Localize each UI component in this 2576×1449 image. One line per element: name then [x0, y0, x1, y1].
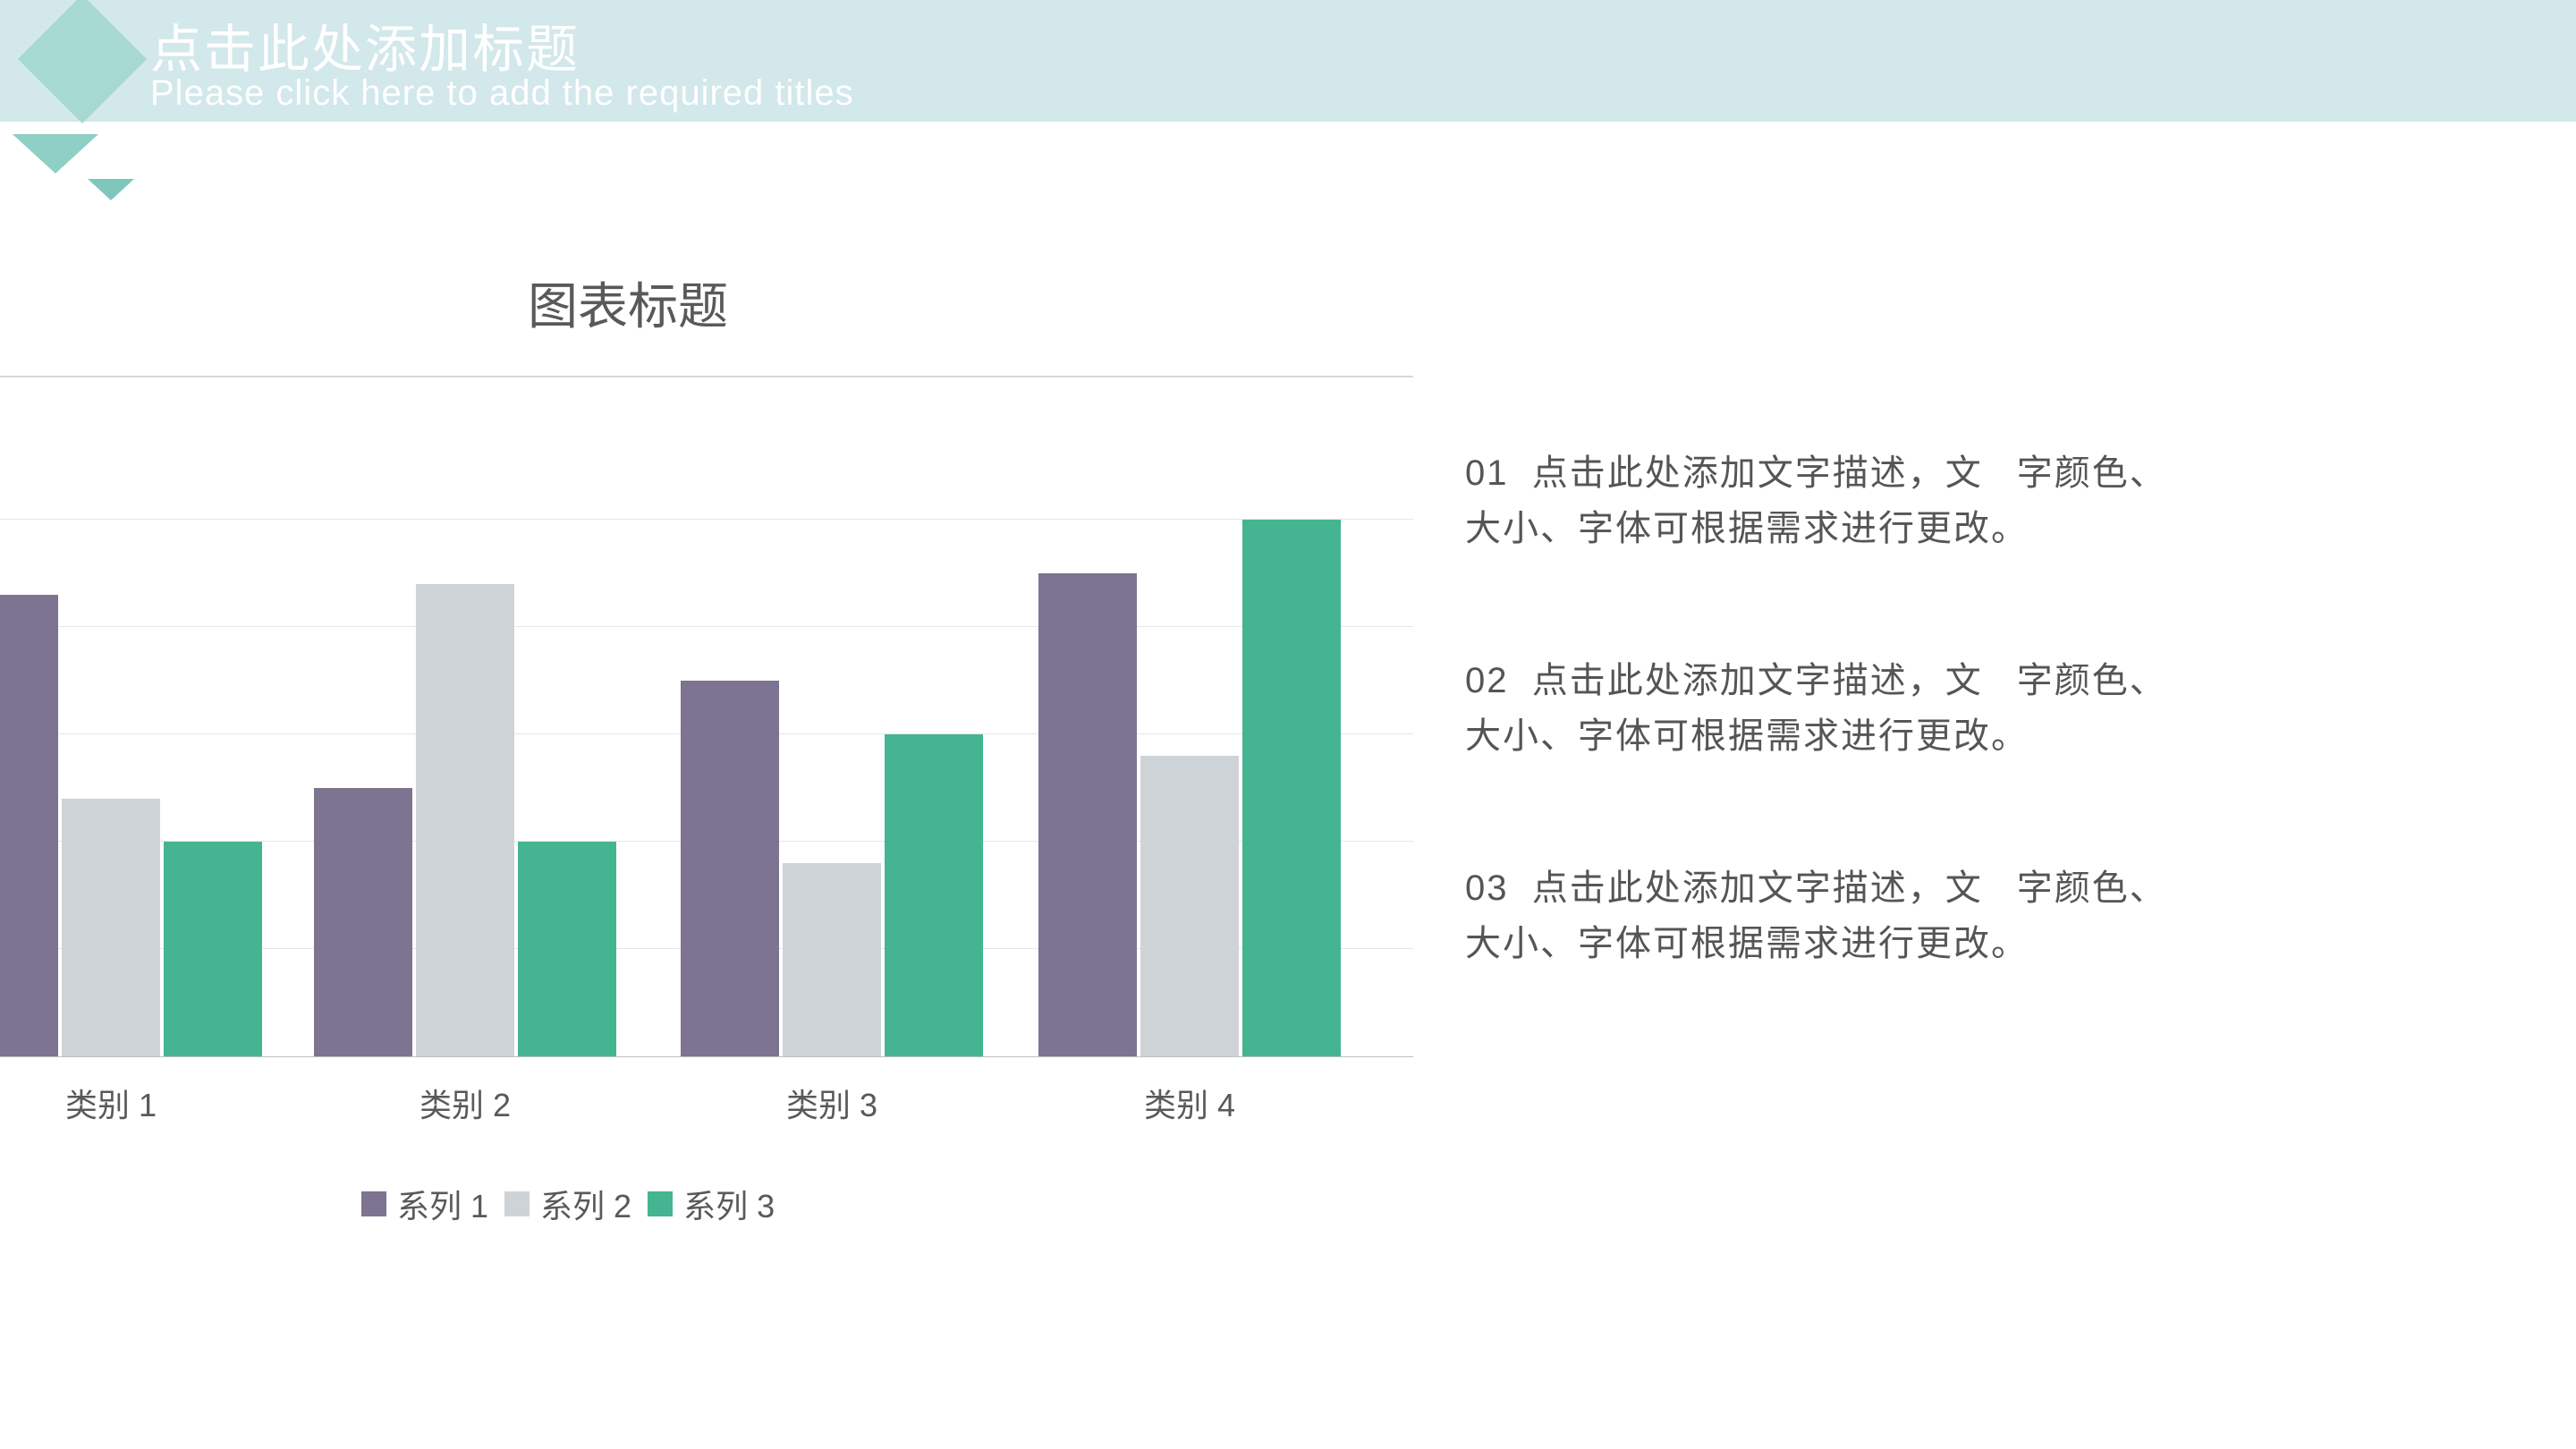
note-number: 01: [1465, 453, 1509, 493]
legend-item: 系列 2: [504, 1181, 631, 1227]
chart-gridline: [0, 626, 1413, 627]
page-subtitle: Please click here to add the required ti…: [150, 73, 854, 114]
chart-bar: [164, 842, 262, 1056]
chart-title: 图表标题: [528, 267, 728, 339]
note-text: 大小、字体可根据需求进行更改。: [1465, 716, 2029, 756]
note-text: 点击此处添加文字描述，文: [1532, 869, 1983, 908]
note-text: 大小、字体可根据需求进行更改。: [1465, 509, 2029, 548]
chart-bar: [1038, 573, 1137, 1056]
chart-gridline: [0, 519, 1413, 520]
chart-bar: [1242, 520, 1341, 1056]
header-diamond-icon: [18, 0, 147, 59]
xaxis-category-label: 类别 1: [65, 1080, 157, 1126]
chart-bar: [783, 863, 881, 1056]
note-text: 点击此处添加文字描述，文: [1532, 453, 1983, 493]
chart-legend: 系列 1 系列 2 系列 3: [361, 1181, 775, 1227]
note-text: 大小、字体可根据需求进行更改。: [1465, 924, 2029, 963]
chart-bar: [416, 584, 514, 1056]
note-text: 字颜色、: [2017, 661, 2167, 700]
chart-area: 类别 1 类别 2 类别 3 类别 4: [0, 376, 1413, 1163]
chart-bar: [314, 788, 412, 1056]
notes-panel: 01 点击此处添加文字描述，文字颜色、大小、字体可根据需求进行更改。 02 点击…: [1465, 445, 2556, 1068]
chart-plot: [0, 467, 1413, 1057]
header-diamond-icon: [18, 59, 147, 123]
note-item: 03 点击此处添加文字描述，文字颜色、大小、字体可根据需求进行更改。: [1465, 860, 2556, 971]
note-text: 字颜色、: [2017, 869, 2167, 908]
legend-label: 系列 3: [683, 1181, 775, 1227]
page-title: 点击此处添加标题: [150, 7, 580, 82]
legend-swatch-icon: [361, 1191, 386, 1216]
note-item: 02 点击此处添加文字描述，文字颜色、大小、字体可根据需求进行更改。: [1465, 653, 2556, 764]
note-text: 字颜色、: [2017, 453, 2167, 493]
legend-item: 系列 1: [361, 1181, 488, 1227]
chart-bar: [885, 734, 983, 1056]
legend-label: 系列 1: [397, 1181, 488, 1227]
xaxis-category-label: 类别 2: [419, 1080, 511, 1126]
legend-item: 系列 3: [648, 1181, 775, 1227]
xaxis-category-label: 类别 4: [1144, 1080, 1235, 1126]
note-number: 02: [1465, 661, 1509, 700]
legend-swatch-icon: [504, 1191, 530, 1216]
legend-label: 系列 2: [540, 1181, 631, 1227]
note-number: 03: [1465, 869, 1509, 908]
chart-bar: [1140, 756, 1239, 1056]
legend-swatch-icon: [648, 1191, 673, 1216]
chart-bar: [62, 799, 160, 1056]
header-triangle-icon: [88, 179, 134, 200]
chart-bar: [518, 842, 616, 1056]
note-item: 01 点击此处添加文字描述，文字颜色、大小、字体可根据需求进行更改。: [1465, 445, 2556, 556]
chart-bar: [0, 595, 58, 1056]
note-text: 点击此处添加文字描述，文: [1532, 661, 1983, 700]
chart-bar: [681, 681, 779, 1056]
xaxis-category-label: 类别 3: [786, 1080, 877, 1126]
header-triangle-icon: [13, 134, 98, 174]
